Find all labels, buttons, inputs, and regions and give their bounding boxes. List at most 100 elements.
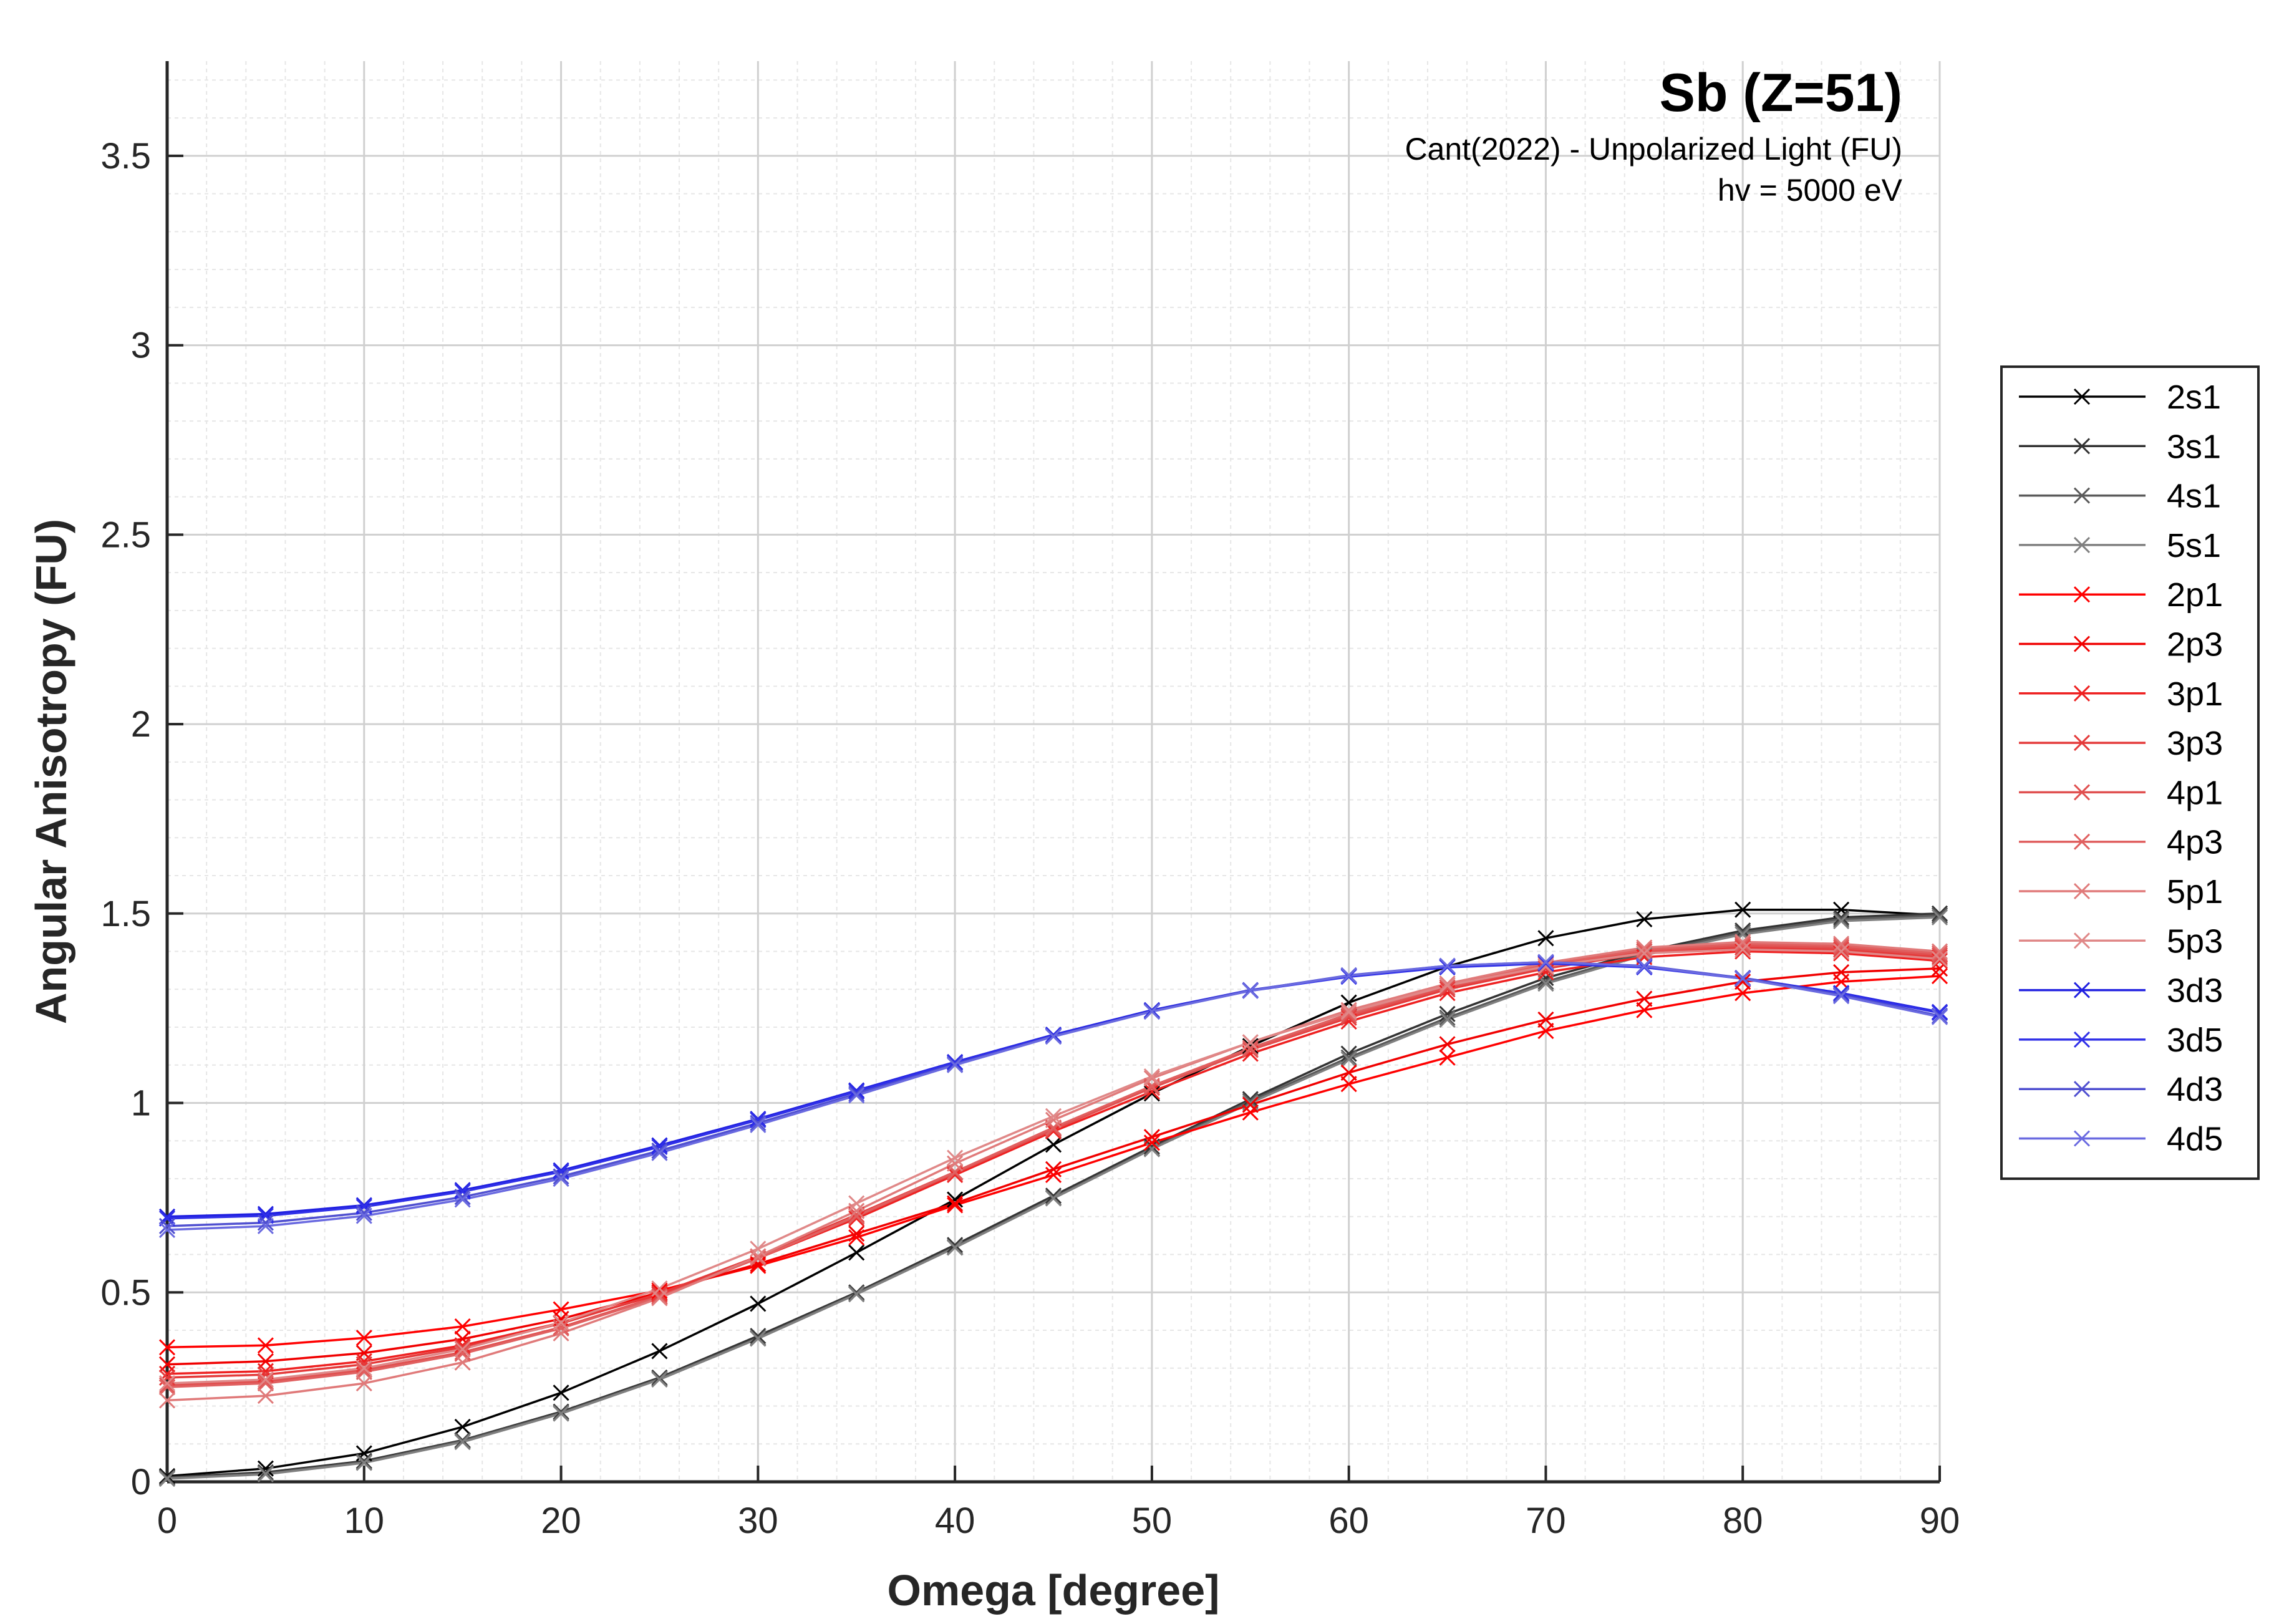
data-point-4p3 [947, 1164, 964, 1181]
legend-box [2000, 365, 2260, 1180]
data-point-4d5 [356, 1207, 372, 1224]
data-point-2p3 [1636, 990, 1653, 1007]
data-point-3p3 [1735, 939, 1751, 956]
data-point-4p1 [158, 1377, 176, 1394]
chart-subtitle-source: Cant(2022) - Unpolarized Light (FU) [1405, 132, 1902, 167]
data-point-4p3 [257, 1375, 274, 1392]
data-point-3d3 [553, 1162, 569, 1179]
data-point-3d3 [651, 1137, 668, 1154]
legend-entry-4d5: 4d5 [2019, 1121, 2223, 1158]
data-point-2p1 [158, 1339, 176, 1356]
data-point-4d5 [553, 1170, 569, 1187]
data-point-2p1 [1636, 1002, 1653, 1018]
x-tick-label: 90 [1920, 1501, 1960, 1541]
data-point-5s1 [553, 1405, 569, 1422]
data-point-3d5 [848, 1083, 865, 1100]
data-point-5p3 [1636, 945, 1653, 962]
data-point-2s1 [1735, 901, 1751, 918]
data-point-5p3 [1143, 1068, 1160, 1085]
data-point-5s1 [651, 1371, 668, 1388]
data-point-4d3 [257, 1214, 274, 1231]
data-point-3p1 [454, 1337, 471, 1354]
data-point-4d5 [158, 1221, 176, 1239]
data-point-4s1 [1340, 1049, 1357, 1066]
data-point-4p1 [1735, 937, 1751, 954]
data-point-3d5 [750, 1111, 767, 1128]
data-point-2p1 [1143, 1134, 1160, 1151]
data-point-2s1 [1537, 930, 1554, 947]
data-point-5s1 [1931, 909, 1948, 926]
data-point-4d5 [1931, 1008, 1948, 1025]
data-point-3p3 [1537, 960, 1554, 977]
ticks [166, 154, 1941, 1483]
legend-marker-3d3 [2073, 982, 2091, 998]
legend-label-4s1: 4s1 [2167, 478, 2221, 515]
data-point-2s1 [1045, 1136, 1062, 1153]
data-point-4p3 [356, 1363, 372, 1380]
data-point-4d5 [454, 1191, 471, 1208]
data-point-2p3 [750, 1255, 767, 1272]
data-point-5p1 [1439, 975, 1456, 992]
data-point-4d3 [553, 1168, 569, 1185]
data-point-2p3 [947, 1195, 964, 1212]
chart-subtitle-energy: hv = 5000 eV [1718, 173, 1903, 208]
data-point-5p1 [1340, 1002, 1357, 1018]
x-tick-label: 10 [344, 1501, 385, 1541]
data-point-3s1 [947, 1237, 964, 1254]
axes [165, 61, 1940, 1484]
data-point-5p3 [1537, 958, 1554, 975]
legend-marker-5p3 [2073, 932, 2091, 949]
data-point-4d5 [947, 1056, 964, 1073]
legend-entry-4p3: 4p3 [2019, 824, 2223, 861]
x-tick-label: 60 [1328, 1501, 1369, 1541]
y-tick-label: 3 [131, 326, 151, 366]
data-point-5p3 [454, 1341, 471, 1358]
data-point-4s1 [1242, 1093, 1259, 1109]
data-point-2p3 [1143, 1129, 1160, 1146]
legend: 2s1 3s1 4s1 5s1 2p1 2p3 3p1 3p3 4p1 4p3 5p1 5p3 3d3 3… [2000, 365, 2260, 1180]
data-point-5p3 [257, 1371, 274, 1388]
data-point-3p1 [848, 1210, 865, 1227]
legend-entry-3p3: 3p3 [2019, 725, 2223, 762]
legend-entry-2p3: 2p3 [2019, 626, 2223, 664]
legend-label-4p3: 4p3 [2167, 824, 2223, 861]
legend-label-3d3: 3d3 [2167, 972, 2223, 1010]
data-point-4d5 [651, 1144, 668, 1161]
data-point-5p3 [651, 1280, 668, 1297]
data-point-2p3 [1340, 1064, 1357, 1081]
data-point-4d3 [651, 1143, 668, 1159]
data-point-4p3 [1340, 1005, 1357, 1022]
data-point-2p3 [1242, 1096, 1259, 1113]
data-point-3s1 [1439, 1005, 1456, 1022]
data-point-5s1 [1045, 1190, 1062, 1207]
x-tick-labels: 0 10 20 30 40 50 60 70 80 90 [157, 1501, 1960, 1541]
data-point-5p3 [1340, 1003, 1357, 1020]
data-point-2p3 [1537, 1011, 1554, 1028]
legend-label-4p1: 4p1 [2167, 774, 2223, 811]
data-point-3p3 [454, 1339, 471, 1356]
data-point-3d5 [947, 1055, 964, 1071]
legend-label-5p3: 5p3 [2167, 922, 2223, 960]
data-point-3d5 [1931, 1004, 1948, 1022]
x-tick-label: 50 [1132, 1501, 1173, 1541]
data-point-4p1 [257, 1373, 274, 1390]
data-point-2p3 [1833, 964, 1850, 981]
data-point-3p1 [947, 1166, 964, 1184]
data-point-3p3 [1833, 941, 1850, 958]
data-point-5s1 [1833, 912, 1850, 930]
legend-label-2p1: 2p1 [2167, 576, 2223, 614]
x-tick-label: 70 [1526, 1501, 1566, 1541]
data-point-5p3 [1833, 943, 1850, 960]
legend-marker-2p1 [2073, 586, 2091, 603]
data-point-4d5 [1143, 1003, 1160, 1020]
legend-entry-3s1: 3s1 [2019, 428, 2221, 465]
data-point-2s1 [454, 1418, 471, 1435]
y-tick-label: 1 [131, 1083, 151, 1124]
data-point-5p1 [1636, 939, 1653, 956]
data-point-2p1 [848, 1229, 865, 1246]
legend-entry-2p1: 2p1 [2019, 576, 2223, 614]
data-point-5p1 [257, 1388, 274, 1404]
legend-label-2s1: 2s1 [2167, 379, 2221, 416]
data-point-2s1 [1242, 1038, 1259, 1055]
